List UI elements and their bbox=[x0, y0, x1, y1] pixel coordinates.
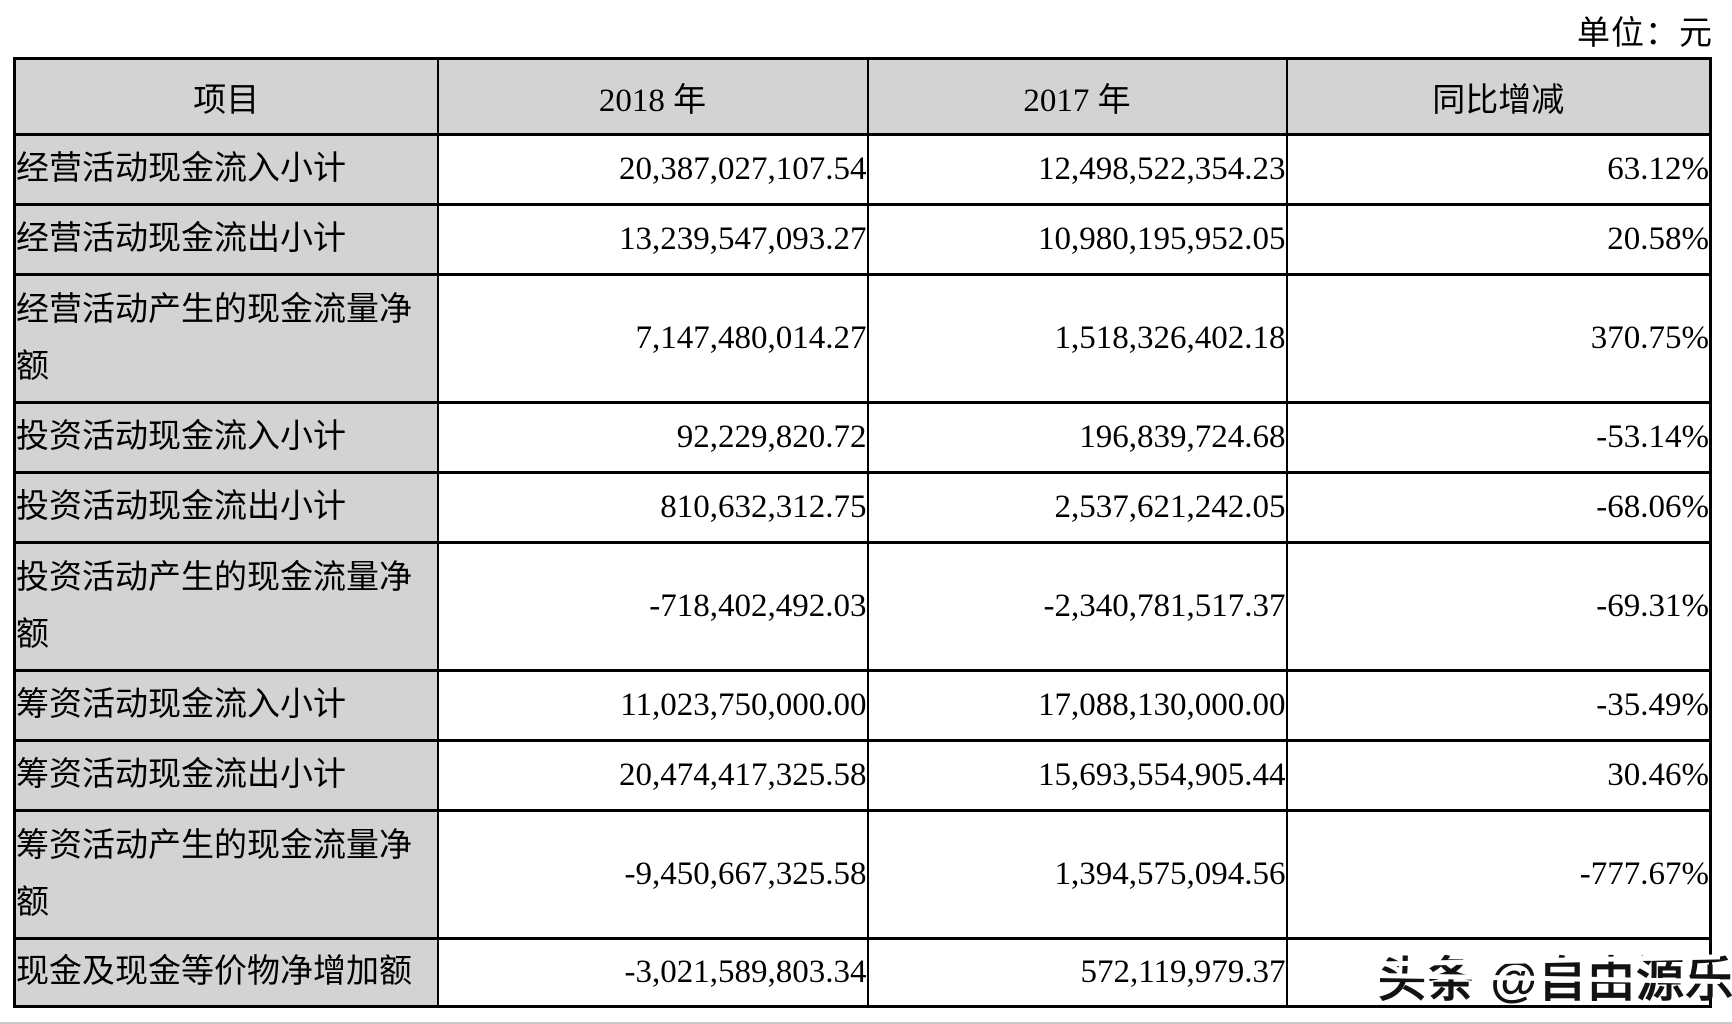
value-yoy: -35.49% bbox=[1285, 669, 1712, 742]
value-2018: -9,450,667,325.58 bbox=[436, 809, 869, 940]
value-yoy: 30.46% bbox=[1285, 739, 1712, 812]
value-2017: 196,839,724.68 bbox=[866, 401, 1288, 474]
row-label: 经营活动产生的现金流量净 额 bbox=[13, 273, 439, 404]
value-2018: -3,021,589,803.34 bbox=[436, 937, 869, 1008]
table-row: 经营活动现金流出小计 13,239,547,093.27 10,980,195,… bbox=[13, 203, 1712, 276]
value-2018: 810,632,312.75 bbox=[436, 471, 869, 544]
column-header-item: 项目 bbox=[13, 57, 439, 136]
value-2018: -718,402,492.03 bbox=[436, 541, 869, 672]
row-label: 经营活动现金流出小计 bbox=[13, 203, 439, 276]
value-2018: 13,239,547,093.27 bbox=[436, 203, 869, 276]
value-2018: 11,023,750,000.00 bbox=[436, 669, 869, 742]
row-label: 筹资活动产生的现金流量净 额 bbox=[13, 809, 439, 940]
value-2018: 7,147,480,014.27 bbox=[436, 273, 869, 404]
value-yoy: 63.12% bbox=[1285, 133, 1712, 206]
value-yoy: -68.06% bbox=[1285, 471, 1712, 544]
table-row: 筹资活动现金流出小计 20,474,417,325.58 15,693,554,… bbox=[13, 739, 1712, 812]
table-header-row: 项目 2018 年 2017 年 同比增减 bbox=[13, 57, 1712, 136]
value-yoy: -777.67% bbox=[1285, 809, 1712, 940]
value-2017: 1,394,575,094.56 bbox=[866, 809, 1288, 940]
value-2017: 2,537,621,242.05 bbox=[866, 471, 1288, 544]
value-yoy: 370.75% bbox=[1285, 273, 1712, 404]
table-row: 投资活动现金流出小计 810,632,312.75 2,537,621,242.… bbox=[13, 471, 1712, 544]
column-header-yoy: 同比增减 bbox=[1285, 57, 1712, 136]
value-2017: 572,119,979.37 bbox=[866, 937, 1288, 1008]
value-2017: 12,498,522,354.23 bbox=[866, 133, 1288, 206]
page-bottom-rule bbox=[0, 1022, 1732, 1024]
column-header-2017: 2017 年 bbox=[866, 57, 1288, 136]
value-2017: 17,088,130,000.00 bbox=[866, 669, 1288, 742]
cash-flow-table: 项目 2018 年 2017 年 同比增减 经营活动现金流入小计 20,387,… bbox=[13, 57, 1712, 1008]
value-2018: 20,387,027,107.54 bbox=[436, 133, 869, 206]
column-header-2018: 2018 年 bbox=[436, 57, 869, 136]
value-2018: 92,229,820.72 bbox=[436, 401, 869, 474]
value-yoy: 20.58% bbox=[1285, 203, 1712, 276]
watermark: 头条 @自由源乐 bbox=[1373, 940, 1732, 1010]
value-2017: 15,693,554,905.44 bbox=[866, 739, 1288, 812]
value-yoy: -53.14% bbox=[1285, 401, 1712, 474]
table-row: 投资活动现金流入小计 92,229,820.72 196,839,724.68 … bbox=[13, 401, 1712, 474]
row-label: 经营活动现金流入小计 bbox=[13, 133, 439, 206]
value-yoy bbox=[1285, 937, 1712, 1008]
table-row: 现金及现金等价物净增加额 -3,021,589,803.34 572,119,9… bbox=[13, 937, 1712, 1008]
value-yoy: -69.31% bbox=[1285, 541, 1712, 672]
value-2018: 20,474,417,325.58 bbox=[436, 739, 869, 812]
table-row: 经营活动现金流入小计 20,387,027,107.54 12,498,522,… bbox=[13, 133, 1712, 206]
table-row: 经营活动产生的现金流量净 额 7,147,480,014.27 1,518,32… bbox=[13, 273, 1712, 404]
unit-label: 单位：元 bbox=[1577, 16, 1713, 52]
row-label: 筹资活动现金流出小计 bbox=[13, 739, 439, 812]
table-row: 筹资活动现金流入小计 11,023,750,000.00 17,088,130,… bbox=[13, 669, 1712, 742]
row-label: 投资活动现金流入小计 bbox=[13, 401, 439, 474]
row-label: 投资活动产生的现金流量净 额 bbox=[13, 541, 439, 672]
row-label: 投资活动现金流出小计 bbox=[13, 471, 439, 544]
value-2017: -2,340,781,517.37 bbox=[866, 541, 1288, 672]
row-label: 现金及现金等价物净增加额 bbox=[13, 937, 439, 1008]
value-2017: 10,980,195,952.05 bbox=[866, 203, 1288, 276]
table-row: 筹资活动产生的现金流量净 额 -9,450,667,325.58 1,394,5… bbox=[13, 809, 1712, 940]
row-label: 筹资活动现金流入小计 bbox=[13, 669, 439, 742]
value-2017: 1,518,326,402.18 bbox=[866, 273, 1288, 404]
table-row: 投资活动产生的现金流量净 额 -718,402,492.03 -2,340,78… bbox=[13, 541, 1712, 672]
